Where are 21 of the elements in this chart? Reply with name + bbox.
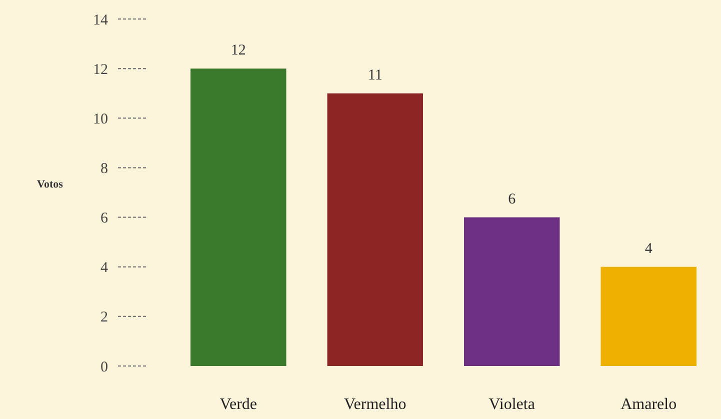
x-tick-label: Violeta — [488, 396, 535, 413]
x-tick-label: Verde — [220, 396, 258, 413]
y-tick-label: 4 — [100, 260, 108, 276]
y-tick-label: 10 — [93, 111, 108, 128]
y-tick-label: 14 — [93, 12, 108, 28]
y-tick-label: 0 — [100, 359, 108, 376]
data-label: 12 — [230, 42, 246, 59]
y-axis-title: Votos — [37, 178, 64, 190]
data-label: 4 — [644, 240, 653, 257]
y-tick-label: 2 — [100, 310, 108, 326]
bar — [190, 68, 286, 366]
x-tick-label: Amarelo — [620, 396, 677, 413]
bar — [464, 217, 560, 366]
bar — [600, 266, 696, 366]
bar — [327, 93, 423, 366]
data-label: 6 — [508, 191, 516, 208]
y-tick-label: 6 — [100, 210, 108, 227]
y-tick-label: 8 — [100, 160, 108, 177]
x-tick-label: Vermelho — [344, 396, 406, 413]
y-tick-label: 12 — [93, 62, 108, 78]
data-label: 11 — [368, 67, 382, 84]
